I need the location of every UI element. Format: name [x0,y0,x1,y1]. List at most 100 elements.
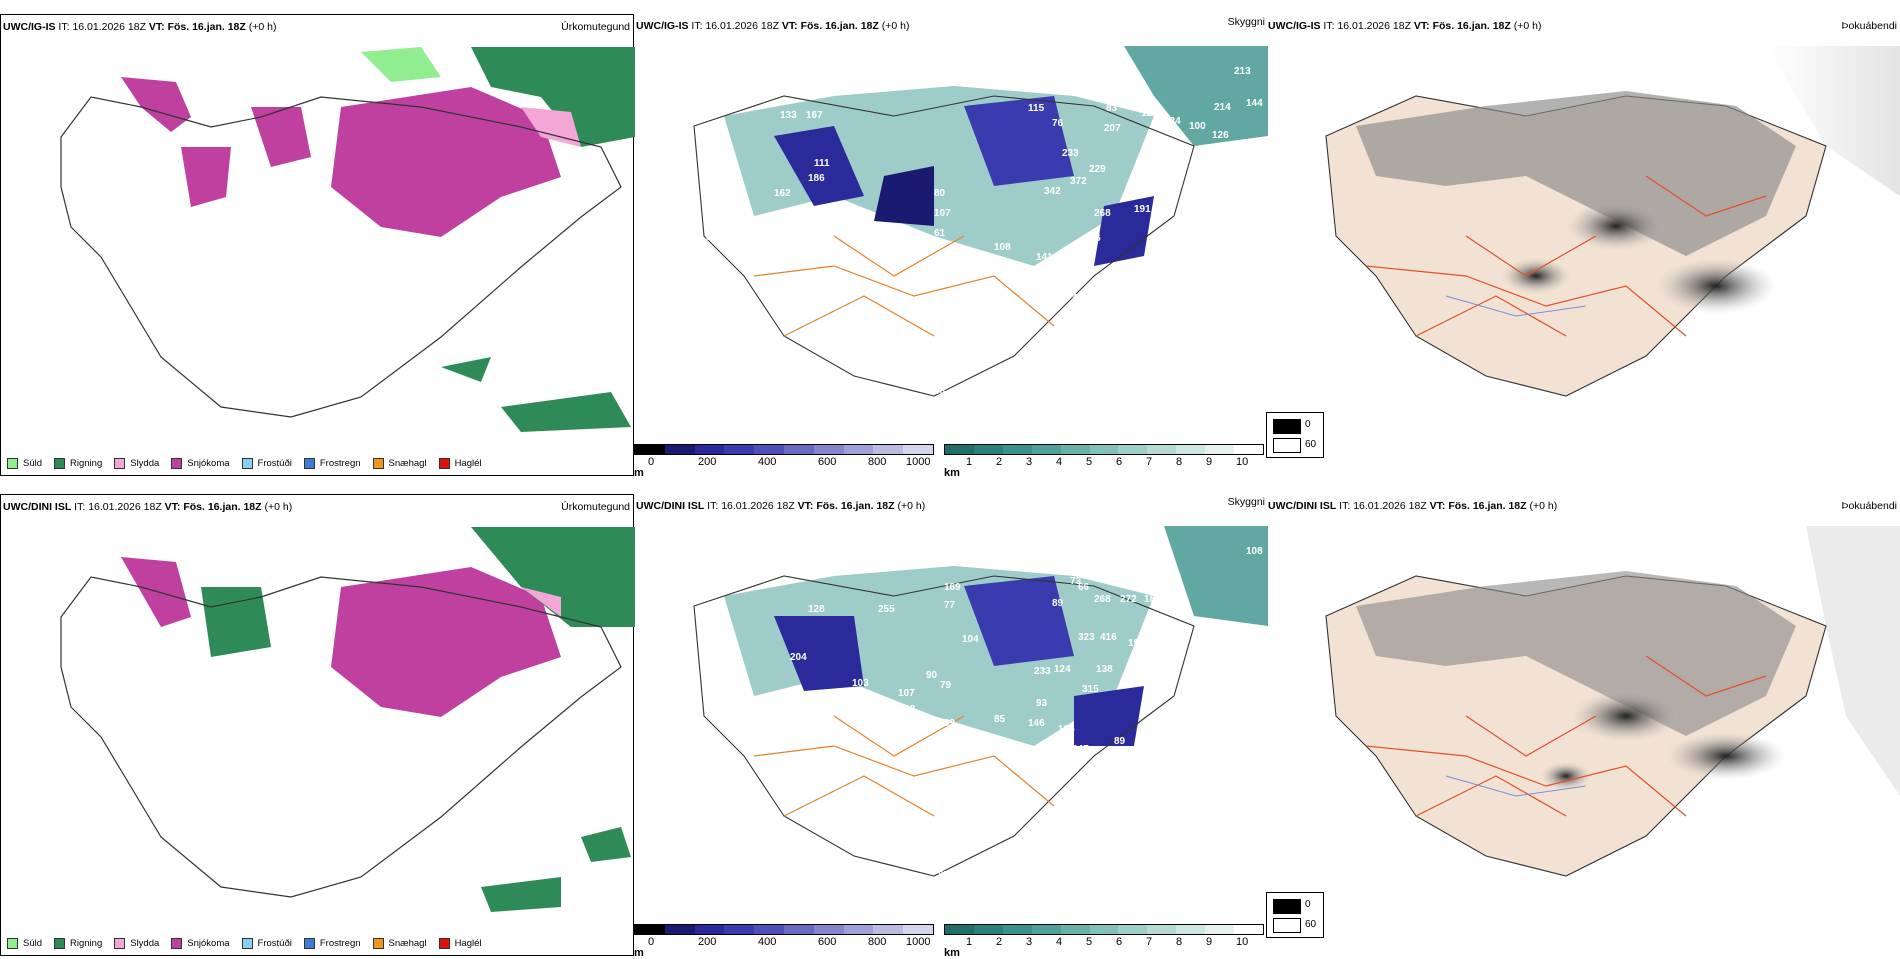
map-value: 247 [1072,744,1089,755]
legend-swatch [7,458,18,469]
fog-map [1325,526,1900,877]
map-value: 108 [1246,546,1263,557]
map-value: 323 [1078,632,1095,643]
legend-swatch [372,938,384,949]
map-value: 137 [1116,278,1133,289]
map-value: 87 [938,870,950,881]
map-value: 93 [824,692,836,703]
panel-title: Úrkomutegund [561,501,630,513]
legend-item: Rigning [54,458,102,469]
map-value: 272 [1120,594,1137,605]
colorbar-strip [944,924,1264,935]
cloud-labels: 213 144 214 100 126 86 83 33 129 124 115… [706,66,1263,397]
map-value: 167 [1044,280,1061,291]
fog-legend-top: 0 60 [1266,412,1324,458]
precip-panel-top: UWC/IG-IS IT: 16.01.2026 18Z VT: Fös. 16… [0,14,635,476]
map-value: 103 [852,678,869,689]
map-value: 268 [1094,208,1111,219]
map-value: 86 [1082,90,1094,101]
cloud-panel-top: UWC/IG-IS IT: 16.01.2026 18Z VT: Fös. 16… [634,14,1268,479]
colorbar-ticks: m 0 200 400 600 800 1000 [634,936,931,959]
legend-item: Snjókoma [171,458,230,469]
colorbar-ticks: km 1 2 3 4 5 6 7 8 9 10 [944,936,1249,959]
legend-swatch [241,938,253,949]
panel-header: UWC/IG-IS IT: 16.01.2026 18Z VT: Fös. 16… [1268,20,1542,32]
map-value: 33 [1124,98,1136,109]
legend-item: Slydda [114,938,159,949]
map-value: 77 [944,600,956,611]
legend-swatch [7,938,18,949]
legend-swatch [171,458,183,469]
map-value: 89 [1052,598,1064,609]
panel-header: UWC/IG-IS IT: 16.01.2026 18Z VT: Fös. 16… [636,20,910,32]
map-value: 188 [1144,594,1161,605]
legend-item: Frostregn [303,458,361,469]
legend-item: Haglél [438,938,482,949]
map-value: 128 [788,80,805,91]
map-value: 84 [706,232,718,243]
legend-swatch [114,938,126,949]
cloud-labels: 108 107 81 54 90 73 66 268 272 188 89 32… [790,546,1263,881]
map-value: 54 [1108,566,1120,577]
visibility-colorbar: km 1 2 3 4 5 6 7 8 9 10 [944,924,1264,959]
legend-swatch [303,458,315,469]
precip-legend: Súld Rigning Slydda Snjókoma Frostúði Fr… [7,938,482,949]
map-value: 108 [994,242,1011,253]
colorbar-strip [634,924,934,935]
map-value: 129 [1141,108,1158,119]
map-value: 214 [1214,102,1231,113]
map-value: 85 [994,714,1006,725]
panel-title: Úrkomutegund [561,21,630,33]
colorbar-ticks: m 0 200 400 600 800 1000 [634,456,931,479]
legend-item: Frostregn [303,938,361,949]
map-value: 229 [1089,164,1106,175]
panel-header: UWC/DINI ISL IT: 16.01.2026 18Z VT: Fös.… [3,501,293,513]
colorbar-ticks: km 1 2 3 4 5 6 7 8 9 10 [944,456,1249,479]
legend-item: Súld [7,938,42,949]
precip-map [60,47,635,432]
legend-item: Haglél [438,458,482,469]
legend-swatch [54,458,66,469]
precip-panel-bottom: UWC/DINI ISL IT: 16.01.2026 18Z VT: Fös.… [0,494,635,956]
map-value: 100 [1189,121,1206,132]
map-value: 268 [1094,594,1111,605]
map-value: 92 [1002,268,1014,279]
fog-panel-top: UWC/IG-IS IT: 16.01.2026 18Z VT: Fös. 16… [1266,14,1900,476]
cloud-map: 213 144 214 100 126 86 83 33 129 124 115… [693,46,1268,397]
legend-item: Frostúði [241,458,292,469]
panel-title: Skyggni [1227,16,1265,28]
map-value: 162 [774,188,791,199]
legend-swatch [303,938,315,949]
map-value: 207 [1104,123,1121,134]
legend-swatch [372,458,384,469]
map-value: 115 [1028,103,1045,114]
map-value: 61 [934,228,946,239]
map-value: 169 [944,582,961,593]
map-value: 233 [1034,666,1051,677]
fog-legend-bottom: 0 60 [1266,892,1324,938]
map-value: 107 [1174,608,1191,619]
cloud-panel-bottom: UWC/DINI ISL IT: 16.01.2026 18Z VT: Fös.… [634,494,1268,959]
legend-item: Snæhagl [372,938,427,949]
legend-item: Snjókoma [171,938,230,949]
cloudbase-colorbar: m 0 200 400 600 800 1000 [634,924,934,959]
map-value: 133 [780,110,797,121]
map-value: 126 [1212,130,1229,141]
panel-title: Skyggni [1227,496,1265,508]
legend-swatch [241,458,253,469]
legend-swatch [438,938,450,949]
legend-item: Snæhagl [372,458,427,469]
map-value: 79 [940,680,952,691]
precip-map [60,527,635,912]
legend-swatch [171,938,183,949]
map-value: 124 [1164,116,1181,127]
map-value: 416 [1100,632,1117,643]
colorbar-strip [944,444,1264,455]
map-value: 99 [944,718,956,729]
legend-item: Rigning [54,938,102,949]
map-value: 372 [1070,176,1087,187]
map-value: 342 [1044,186,1061,197]
map-value: 93 [1036,698,1048,709]
panel-header: UWC/IG-IS IT: 16.01.2026 18Z VT: Fös. 16… [3,21,277,33]
map-value: 80 [934,188,946,199]
